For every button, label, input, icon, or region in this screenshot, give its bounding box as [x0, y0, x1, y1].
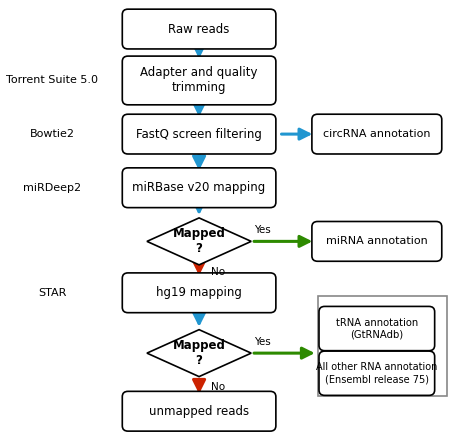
- FancyBboxPatch shape: [122, 168, 276, 207]
- Text: Torrent Suite 5.0: Torrent Suite 5.0: [6, 76, 98, 85]
- Text: miRDeep2: miRDeep2: [23, 183, 81, 193]
- Text: Adapter and quality
trimming: Adapter and quality trimming: [140, 67, 258, 94]
- FancyBboxPatch shape: [122, 273, 276, 313]
- Text: Bowtie2: Bowtie2: [30, 129, 74, 139]
- Text: hg19 mapping: hg19 mapping: [156, 286, 242, 299]
- FancyBboxPatch shape: [312, 222, 442, 261]
- Text: unmapped reads: unmapped reads: [149, 405, 249, 418]
- Text: Yes: Yes: [254, 225, 270, 235]
- Text: Yes: Yes: [254, 337, 270, 347]
- Text: STAR: STAR: [38, 288, 66, 298]
- Text: FastQ screen filtering: FastQ screen filtering: [136, 127, 262, 141]
- Text: All other RNA annotation
(Ensembl release 75): All other RNA annotation (Ensembl releas…: [316, 363, 438, 384]
- FancyBboxPatch shape: [319, 351, 435, 395]
- FancyBboxPatch shape: [122, 9, 276, 49]
- FancyBboxPatch shape: [319, 307, 435, 350]
- FancyBboxPatch shape: [122, 392, 276, 431]
- Text: No: No: [211, 266, 225, 277]
- FancyBboxPatch shape: [312, 114, 442, 154]
- Text: tRNA annotation
(GtRNAdb): tRNA annotation (GtRNAdb): [336, 318, 418, 339]
- FancyBboxPatch shape: [122, 56, 276, 105]
- Polygon shape: [147, 218, 251, 265]
- FancyBboxPatch shape: [122, 114, 276, 154]
- Text: circRNA annotation: circRNA annotation: [323, 129, 430, 139]
- Text: Mapped
?: Mapped ?: [173, 228, 226, 255]
- Text: miRNA annotation: miRNA annotation: [326, 236, 428, 246]
- FancyBboxPatch shape: [318, 296, 447, 396]
- Text: No: No: [211, 382, 225, 392]
- Polygon shape: [147, 330, 251, 376]
- Text: miRBase v20 mapping: miRBase v20 mapping: [132, 181, 266, 194]
- Text: Mapped
?: Mapped ?: [173, 339, 226, 367]
- Text: Raw reads: Raw reads: [168, 22, 230, 36]
